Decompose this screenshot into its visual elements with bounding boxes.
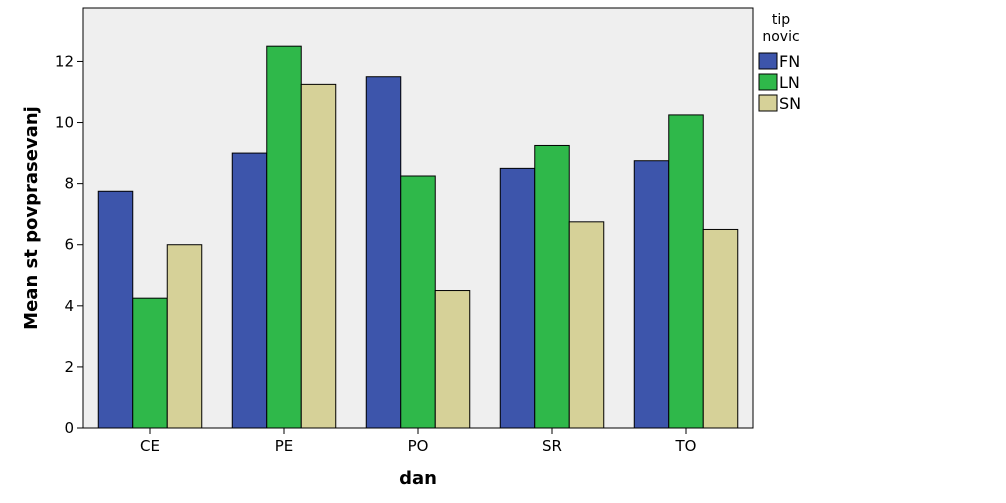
bar-ln-to [668, 114, 704, 429]
bar-fn-po [365, 76, 402, 429]
x-tick-label-ce: CE [140, 437, 160, 455]
y-tick-label: 4 [64, 297, 74, 315]
bar-sn-po [434, 290, 471, 429]
bar-sn-ce [166, 244, 203, 429]
y-tick-label: 0 [64, 419, 74, 437]
legend-label-sn: SN [779, 94, 801, 113]
bar-sn-pe [300, 83, 337, 429]
bar-ln-ce [132, 297, 168, 429]
y-tick-label: 10 [55, 114, 74, 132]
x-tick-label-to: TO [675, 437, 697, 455]
y-axis-title: Mean st povprasevanj [21, 106, 42, 330]
bar-fn-to [633, 160, 670, 429]
x-axis: CE PE PO SR TO [140, 428, 696, 455]
legend-swatch-fn [758, 52, 778, 70]
x-tick-label-po: PO [408, 437, 429, 455]
legend-title-line-2: novic [762, 29, 799, 45]
bars-group [97, 45, 739, 429]
bar-fn-ce [97, 190, 134, 429]
bar-ln-po [400, 175, 436, 429]
legend-swatch-ln [758, 73, 778, 91]
bar-ln-sr [534, 144, 570, 429]
legend-title-line-1: tip [772, 12, 790, 28]
x-tick-label-sr: SR [542, 437, 562, 455]
bar-sn-sr [568, 221, 605, 429]
y-tick-label: 2 [64, 358, 74, 376]
legend-label-fn: FN [779, 52, 800, 71]
legend-swatch-sn [758, 94, 778, 112]
x-tick-label-pe: PE [275, 437, 294, 455]
bar-fn-sr [499, 167, 536, 429]
y-axis: 0 2 4 6 8 10 12 [55, 52, 83, 437]
y-tick-label: 12 [55, 52, 74, 70]
bar-ln-pe [266, 45, 302, 429]
y-tick-label: 6 [64, 236, 74, 254]
x-axis-title: dan [399, 468, 437, 489]
y-tick-label: 8 [64, 175, 74, 193]
bar-sn-to [702, 228, 739, 429]
legend-label-ln: LN [779, 73, 800, 92]
legend: tip novic FN LN SN [758, 12, 801, 113]
bar-fn-pe [231, 152, 268, 429]
